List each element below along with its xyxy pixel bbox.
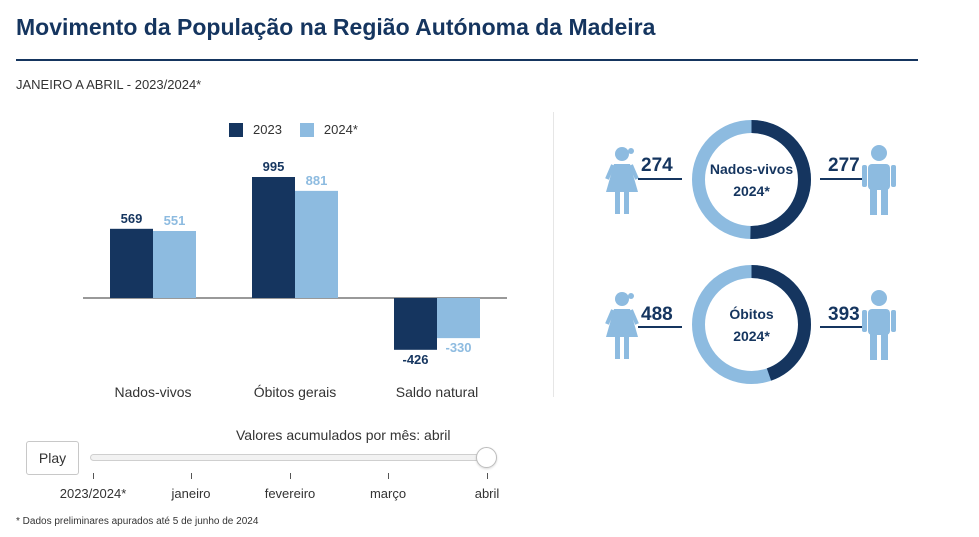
slider-caption: Valores acumulados por mês: abril: [236, 427, 451, 443]
slider-tick: [191, 473, 192, 479]
donut-deaths: 488 Óbitos 2024* 393: [600, 262, 920, 387]
page-subtitle: JANEIRO A ABRIL - 2023/2024*: [16, 77, 202, 92]
category-label: Nados-vivos: [114, 384, 191, 400]
births-male-leader-line: [820, 178, 864, 180]
bar-2024-2[interactable]: [437, 298, 480, 339]
slider-tick-label[interactable]: 2023/2024*: [59, 486, 127, 501]
panel-divider: [553, 112, 554, 397]
bar-value-label: 569: [121, 211, 143, 226]
legend-swatch-2023: [229, 122, 243, 137]
bar-2024-1[interactable]: [295, 190, 338, 298]
slider-tick-label[interactable]: fevereiro: [264, 486, 316, 501]
bar-2024-0[interactable]: [153, 230, 196, 298]
births-donut-year: 2024*: [733, 182, 770, 199]
deaths-donut-year: 2024*: [733, 327, 770, 344]
male-person-icon: [862, 145, 896, 215]
deaths-donut-chart: [692, 265, 811, 384]
page-title: Movimento da População na Região Autónom…: [16, 14, 656, 40]
female-person-icon: [605, 292, 639, 359]
bar-value-label: 995: [263, 159, 285, 174]
births-donut-label: Nados-vivos 2024*: [689, 117, 814, 242]
legend-item-2024[interactable]: 2024*: [299, 122, 358, 137]
bar-2023-1[interactable]: [252, 177, 295, 298]
category-label: Saldo natural: [396, 384, 479, 400]
slider-tick-label[interactable]: abril: [474, 486, 500, 501]
deaths-female-leader-line: [638, 326, 682, 328]
deaths-male-leader-line: [820, 326, 864, 328]
legend-label-2024: 2024*: [323, 122, 358, 137]
deaths-donut-label: Óbitos 2024*: [689, 262, 814, 387]
play-button[interactable]: Play: [26, 441, 79, 475]
title-rule: [16, 59, 918, 61]
slider-tick-label[interactable]: janeiro: [171, 486, 211, 501]
births-male-value: 277: [828, 155, 860, 176]
chart-legend: 2023 2024*: [229, 122, 358, 137]
deaths-male-value: 393: [828, 304, 860, 325]
male-person-icon: [862, 290, 896, 360]
footnote: * Dados preliminares apurados até 5 de j…: [16, 516, 259, 527]
deaths-donut-title: Óbitos: [729, 305, 774, 322]
slider-tick: [290, 473, 291, 479]
bar-value-label: -426: [402, 352, 428, 367]
donut-births: 274 Nados-vivos 2024* 277: [600, 117, 920, 242]
deaths-donut-male-slice: [692, 265, 811, 384]
bar-chart: 569 551 Nados-vivos 995 881 Óbitos gerais -426…: [83, 159, 507, 400]
slider-thumb[interactable]: [476, 447, 497, 468]
births-donut-title: Nados-vivos: [709, 160, 794, 177]
bar-2023-2[interactable]: [394, 298, 437, 350]
bar-value-label: 881: [306, 173, 328, 188]
female-person-icon: [605, 147, 639, 214]
slider-tick: [487, 473, 488, 479]
bar-2023-0[interactable]: [110, 228, 153, 298]
slider-tick: [93, 473, 94, 479]
slider-tick-label[interactable]: março: [369, 486, 407, 501]
slider-track[interactable]: [90, 454, 490, 461]
slider-tick: [388, 473, 389, 479]
bar-value-label: 551: [164, 213, 186, 228]
legend-item-2023[interactable]: 2023: [229, 122, 282, 137]
births-female-value: 274: [641, 155, 673, 176]
births-female-leader-line: [638, 178, 682, 180]
births-donut-male-slice: [692, 120, 811, 239]
legend-label-2023: 2023: [253, 122, 282, 137]
category-label: Óbitos gerais: [254, 384, 336, 400]
births-donut-chart: [692, 120, 811, 239]
legend-swatch-2024: [299, 122, 314, 137]
deaths-female-value: 488: [641, 304, 673, 325]
bar-value-label: -330: [445, 340, 471, 355]
